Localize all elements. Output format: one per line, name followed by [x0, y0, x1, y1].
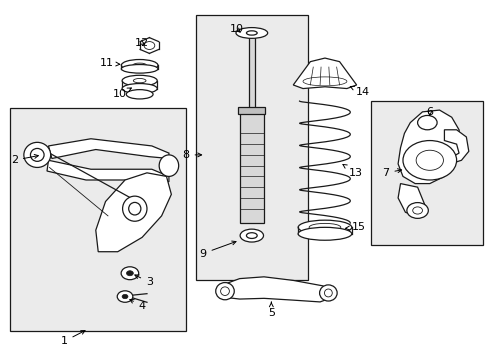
Text: 10: 10: [230, 24, 244, 35]
Polygon shape: [397, 184, 424, 216]
Ellipse shape: [319, 285, 336, 301]
Text: 2: 2: [11, 154, 38, 165]
Ellipse shape: [126, 90, 153, 99]
Ellipse shape: [122, 196, 147, 221]
Text: 13: 13: [342, 165, 362, 178]
Ellipse shape: [240, 229, 263, 242]
Polygon shape: [444, 130, 468, 166]
Text: 4: 4: [130, 300, 145, 311]
Polygon shape: [48, 139, 168, 158]
Ellipse shape: [121, 64, 158, 73]
Ellipse shape: [24, 142, 51, 167]
Bar: [248, 35, 254, 108]
Text: 9: 9: [199, 241, 236, 258]
Bar: [239, 108, 264, 223]
Ellipse shape: [122, 75, 157, 86]
Text: 1: 1: [61, 330, 85, 346]
Text: 5: 5: [267, 302, 274, 318]
Polygon shape: [47, 160, 168, 182]
Ellipse shape: [121, 59, 158, 71]
Ellipse shape: [298, 220, 351, 234]
Ellipse shape: [133, 63, 146, 67]
Polygon shape: [293, 58, 356, 89]
Text: 14: 14: [349, 86, 369, 97]
Ellipse shape: [159, 155, 178, 176]
Ellipse shape: [324, 289, 331, 297]
Ellipse shape: [298, 227, 351, 240]
Ellipse shape: [246, 31, 257, 35]
Bar: [195, 15, 307, 280]
Circle shape: [122, 294, 128, 299]
Text: 10: 10: [113, 88, 131, 99]
Polygon shape: [96, 173, 171, 252]
Ellipse shape: [246, 233, 257, 238]
Ellipse shape: [220, 287, 229, 296]
Polygon shape: [222, 277, 331, 302]
Bar: [238, 107, 265, 114]
Ellipse shape: [133, 78, 146, 83]
Circle shape: [417, 116, 436, 130]
Text: 3: 3: [135, 275, 153, 287]
Text: 15: 15: [345, 222, 366, 232]
Text: 6: 6: [426, 107, 432, 117]
Bar: [10, 108, 185, 330]
Ellipse shape: [236, 28, 267, 39]
Ellipse shape: [215, 283, 234, 300]
Circle shape: [406, 203, 427, 219]
Polygon shape: [397, 110, 461, 184]
Circle shape: [121, 267, 139, 280]
Ellipse shape: [122, 84, 157, 94]
Circle shape: [415, 150, 443, 170]
Text: 11: 11: [100, 58, 120, 68]
Circle shape: [144, 41, 155, 49]
Ellipse shape: [308, 224, 340, 231]
Text: 12: 12: [135, 38, 149, 48]
Circle shape: [126, 271, 133, 276]
Text: 7: 7: [382, 168, 401, 178]
Bar: [370, 101, 483, 244]
Circle shape: [402, 140, 456, 180]
Circle shape: [117, 291, 133, 302]
Text: 8: 8: [182, 150, 201, 160]
Ellipse shape: [30, 148, 44, 161]
Circle shape: [412, 207, 422, 214]
Ellipse shape: [128, 202, 141, 215]
